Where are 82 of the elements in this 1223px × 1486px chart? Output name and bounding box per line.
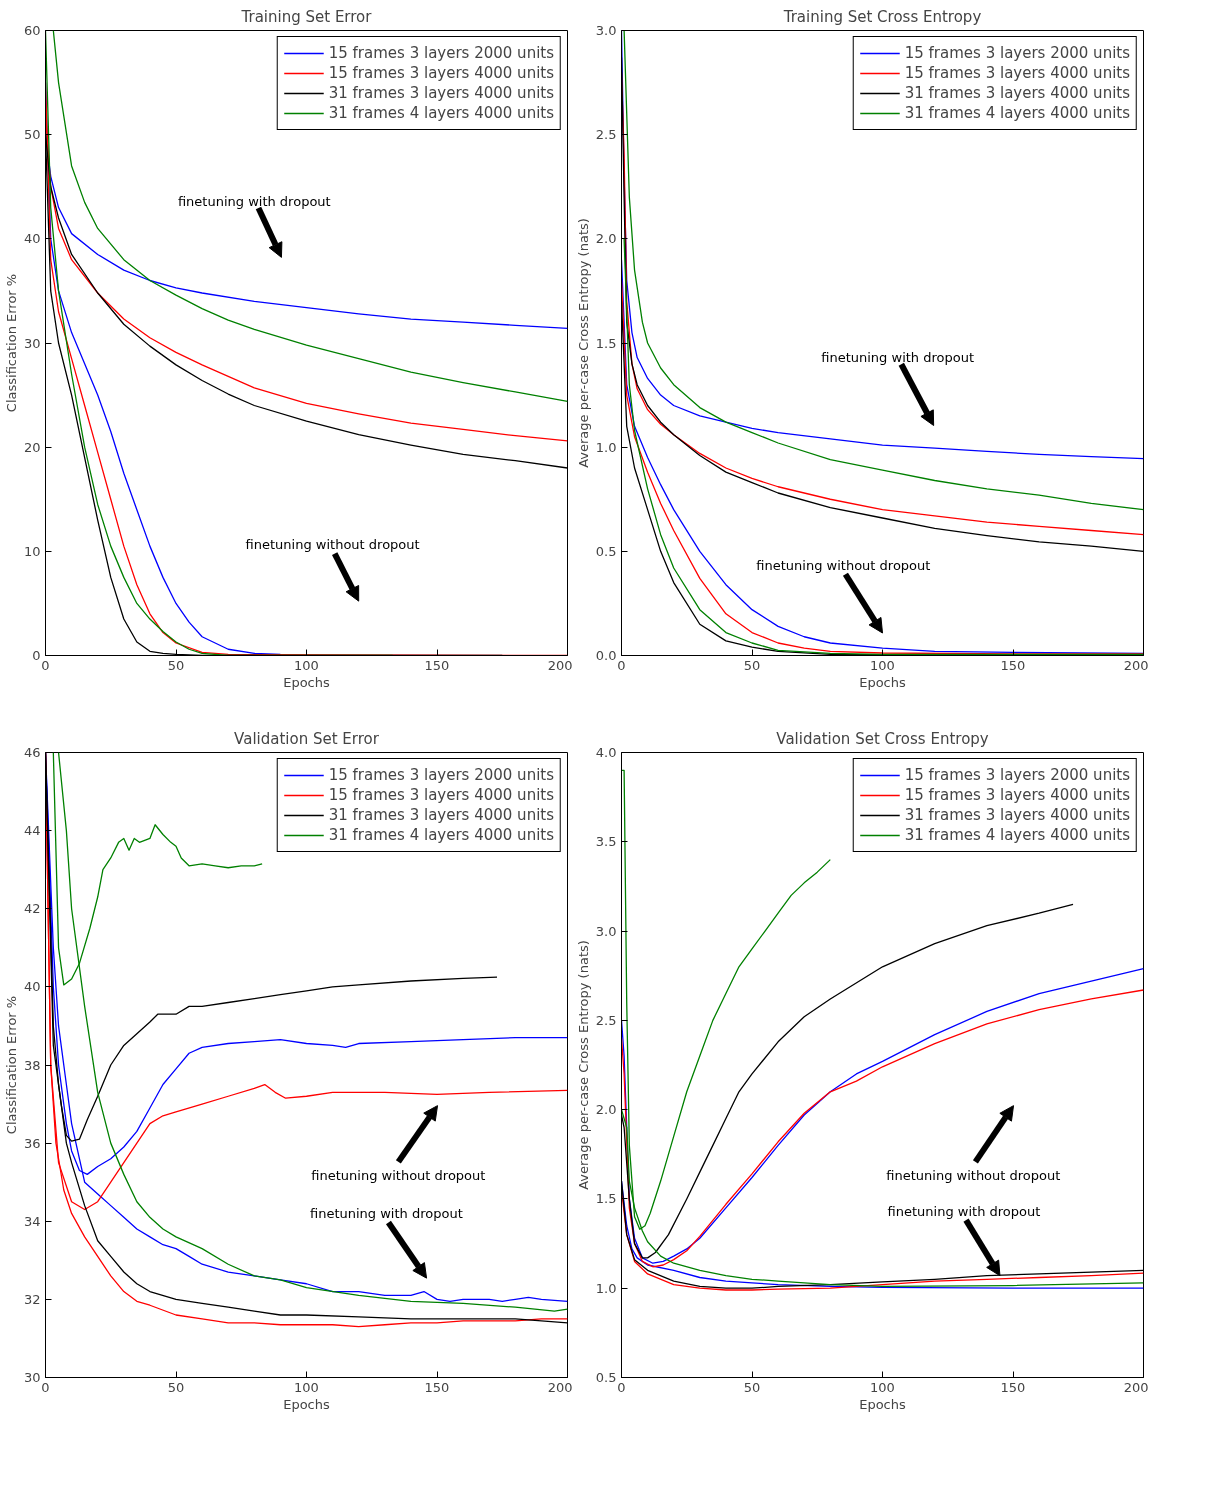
chart-title: Training Set Cross Entropy — [782, 7, 982, 26]
legend-label: 31 frames 3 layers 4000 units — [904, 806, 1130, 824]
annotation: finetuning with dropout — [309, 1206, 463, 1222]
x-tick-label: 150 — [424, 1379, 450, 1395]
x-tick-label: 50 — [743, 657, 761, 673]
y-axis-title: Classification Error % — [3, 995, 19, 1135]
y-tick-label: 36 — [23, 1135, 41, 1151]
x-tick-label: 100 — [870, 657, 895, 673]
x-axis-title: Epochs — [859, 1396, 907, 1412]
y-tick-label: 2.0 — [595, 231, 617, 247]
legend-label: 31 frames 4 layers 4000 units — [328, 104, 554, 122]
y-tick-label: 3.5 — [595, 834, 617, 850]
legend-label: 15 frames 3 layers 2000 units — [328, 44, 554, 62]
y-tick-label: 32 — [23, 1291, 41, 1307]
y-tick-label: 2.5 — [595, 1012, 617, 1028]
y-tick-label: 3.0 — [595, 923, 617, 939]
y-tick-label: 3.0 — [595, 23, 617, 38]
legend-label: 15 frames 3 layers 4000 units — [904, 786, 1130, 804]
legend-label: 31 frames 3 layers 4000 units — [328, 84, 554, 102]
legend-label: 31 frames 3 layers 4000 units — [328, 806, 554, 824]
x-tick-label: 150 — [1000, 657, 1026, 673]
legend-label: 15 frames 3 layers 2000 units — [328, 766, 554, 784]
y-tick-label: 46 — [23, 745, 41, 760]
y-tick-label: 30 — [23, 1370, 41, 1385]
legend-label: 15 frames 3 layers 4000 units — [328, 64, 554, 82]
y-tick-label: 0.0 — [595, 648, 617, 663]
y-tick-label: 10 — [23, 543, 41, 559]
y-tick-label: 1.5 — [595, 335, 617, 351]
y-tick-label: 1.5 — [595, 1191, 617, 1207]
x-tick-label: 200 — [547, 1379, 573, 1395]
y-tick-label: 1.0 — [595, 439, 617, 455]
x-tick-label: 150 — [424, 657, 450, 673]
y-axis-title: Classification Error % — [3, 273, 19, 413]
annotation: finetuning with dropout — [177, 193, 331, 209]
y-axis-title: Average per-case Cross Entropy (nats) — [575, 218, 591, 468]
legend-label: 15 frames 3 layers 4000 units — [328, 786, 554, 804]
x-axis-title: Epochs — [283, 674, 331, 690]
y-tick-label: 40 — [23, 231, 41, 247]
y-tick-label: 0.5 — [595, 543, 617, 559]
annotation: finetuning without dropout — [245, 537, 420, 553]
x-tick-label: 50 — [167, 657, 185, 673]
chart-title: Training Set Error — [240, 7, 373, 26]
x-axis-title: Epochs — [859, 674, 907, 690]
y-tick-label: 42 — [23, 901, 41, 917]
legend-label: 15 frames 3 layers 4000 units — [904, 64, 1130, 82]
x-tick-label: 200 — [1123, 1379, 1149, 1395]
x-axis-title: Epochs — [283, 1396, 331, 1412]
x-tick-label: 100 — [294, 1379, 319, 1395]
legend-label: 15 frames 3 layers 2000 units — [904, 766, 1130, 784]
annotation: finetuning with dropout — [887, 1203, 1041, 1219]
y-tick-label: 4.0 — [595, 745, 617, 760]
annotation: finetuning with dropout — [821, 349, 975, 365]
chart-title: Validation Set Cross Entropy — [776, 729, 989, 748]
annotation: finetuning without dropout — [886, 1167, 1061, 1183]
y-tick-label: 34 — [23, 1213, 41, 1229]
y-tick-label: 1.0 — [595, 1280, 617, 1296]
x-tick-label: 50 — [743, 1379, 761, 1395]
legend-label: 31 frames 3 layers 4000 units — [904, 84, 1130, 102]
x-tick-label: 200 — [547, 657, 573, 673]
y-tick-label: 2.0 — [595, 1102, 617, 1118]
x-tick-label: 50 — [167, 1379, 185, 1395]
y-axis-title: Average per-case Cross Entropy (nats) — [575, 940, 591, 1190]
y-tick-label: 60 — [23, 23, 41, 38]
y-tick-label: 2.5 — [595, 127, 617, 143]
legend-label: 31 frames 4 layers 4000 units — [904, 826, 1130, 844]
annotation: finetuning without dropout — [756, 558, 931, 573]
y-tick-label: 44 — [23, 823, 41, 839]
x-tick-label: 200 — [1123, 657, 1149, 673]
y-tick-label: 30 — [23, 335, 41, 351]
annotation: finetuning without dropout — [311, 1167, 486, 1183]
x-tick-label: 100 — [294, 657, 319, 673]
y-tick-label: 50 — [23, 127, 41, 143]
y-tick-label: 0.5 — [595, 1370, 617, 1385]
legend-label: 31 frames 4 layers 4000 units — [904, 104, 1130, 122]
legend-label: 31 frames 4 layers 4000 units — [328, 826, 554, 844]
y-tick-label: 20 — [23, 439, 41, 455]
x-tick-label: 150 — [1000, 1379, 1026, 1395]
x-tick-label: 100 — [870, 1379, 895, 1395]
chart-title: Validation Set Error — [234, 729, 380, 748]
legend-label: 15 frames 3 layers 2000 units — [904, 44, 1130, 62]
y-tick-label: 40 — [23, 979, 41, 995]
y-tick-label: 38 — [23, 1057, 41, 1073]
